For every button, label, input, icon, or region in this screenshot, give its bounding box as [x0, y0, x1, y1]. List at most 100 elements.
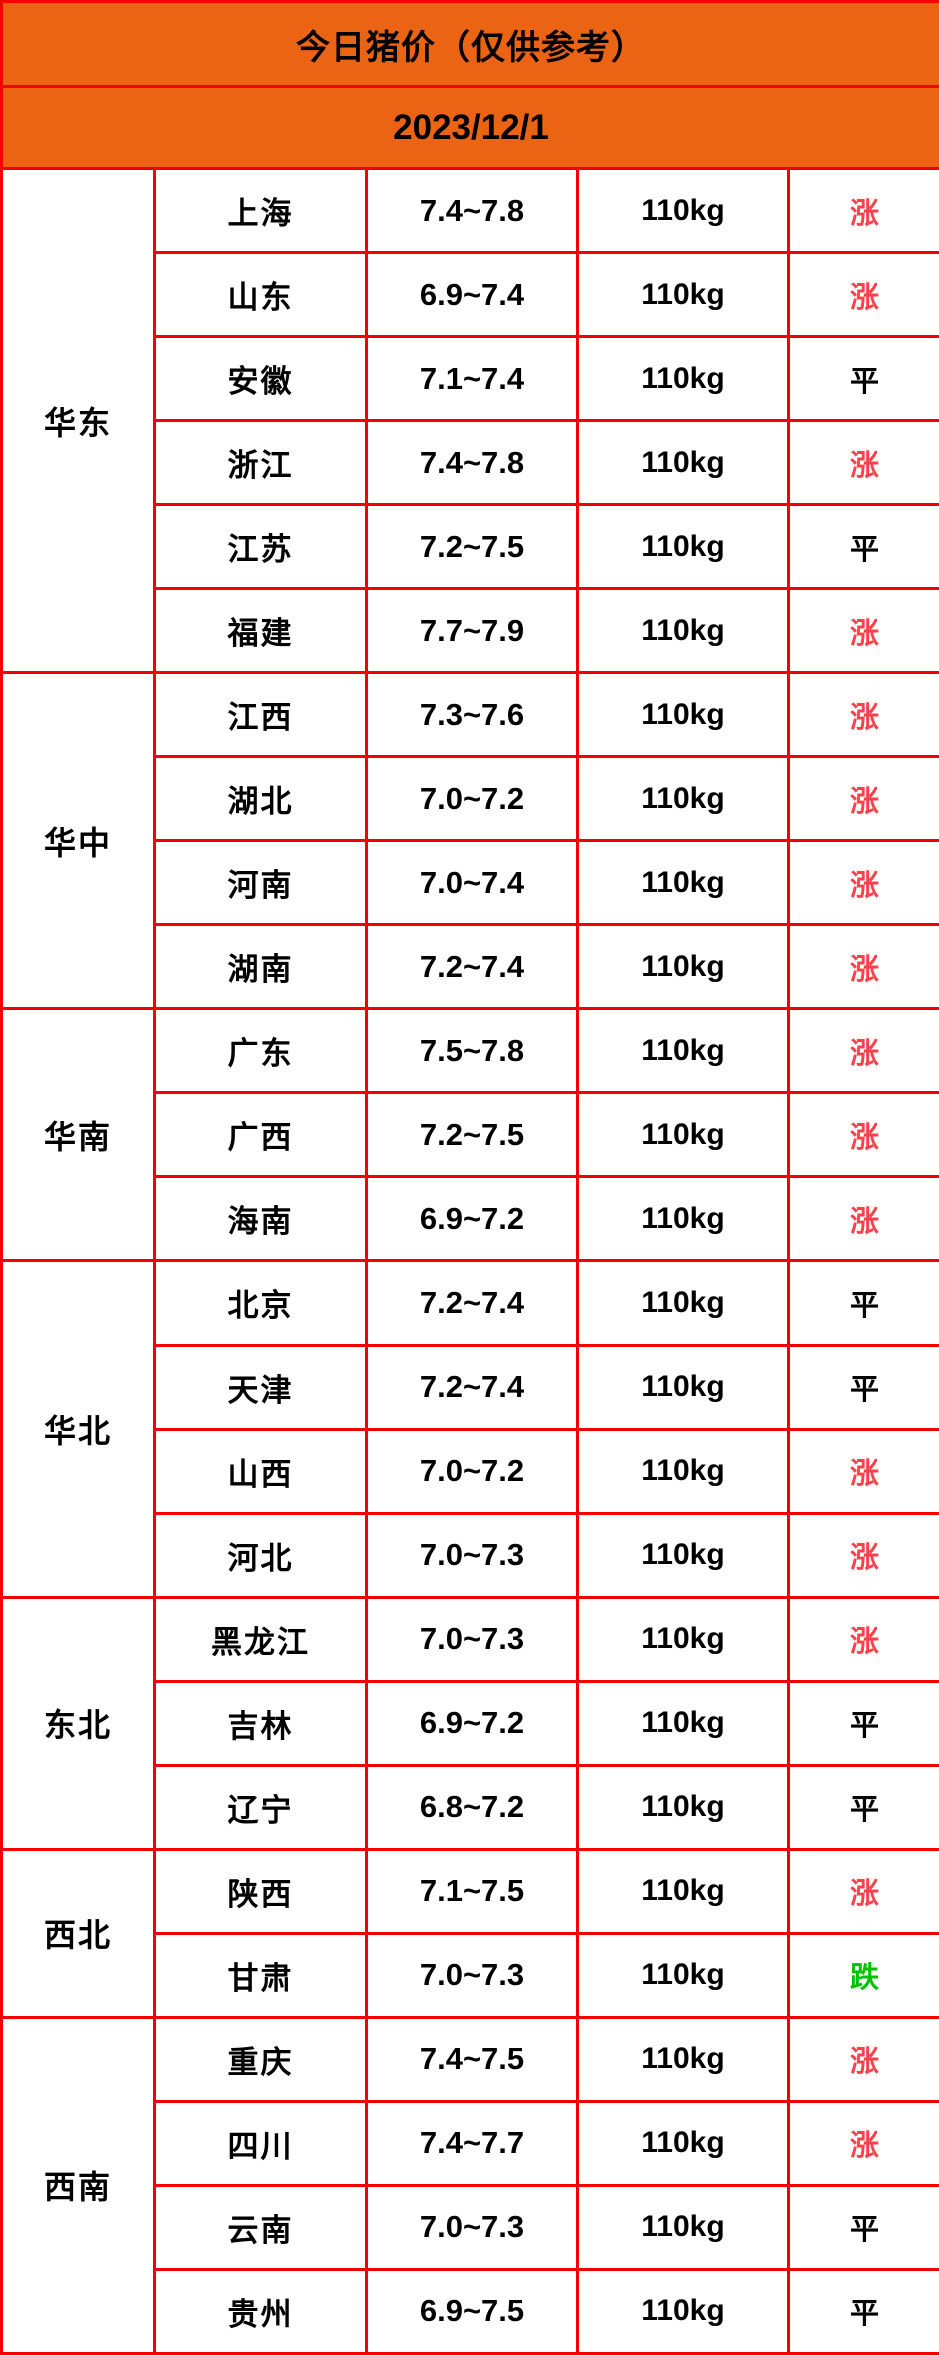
status-cell: 涨: [786, 1175, 939, 1263]
price-cell: 7.2~7.5: [365, 1091, 579, 1179]
status-cell: 平: [786, 1259, 939, 1347]
region-cell: 西北: [0, 1847, 156, 2019]
status-cell: 涨: [786, 1595, 939, 1683]
price-cell: 7.0~7.3: [365, 2183, 579, 2271]
table-row: 甘肃 7.0~7.3 110kg 跌: [2, 1931, 939, 2019]
status-cell: 平: [786, 1679, 939, 1767]
table-row: 天津 7.2~7.4 110kg 平: [2, 1343, 939, 1431]
province-cell: 重庆: [153, 2015, 368, 2103]
weight-cell: 110kg: [576, 755, 790, 843]
status-cell: 平: [786, 2183, 939, 2271]
province-cell: 海南: [153, 1175, 368, 1263]
region-cell: 东北: [0, 1595, 156, 1851]
table-row: 安徽 7.1~7.4 110kg 平: [2, 335, 939, 423]
province-cell: 黑龙江: [153, 1595, 368, 1683]
price-cell: 7.5~7.8: [365, 1007, 579, 1095]
weight-cell: 110kg: [576, 503, 790, 591]
table-row: 山东 6.9~7.4 110kg 涨: [2, 251, 939, 339]
province-cell: 陕西: [153, 1847, 368, 1935]
weight-cell: 110kg: [576, 2183, 790, 2271]
price-cell: 7.4~7.8: [365, 167, 579, 255]
province-cell: 广东: [153, 1007, 368, 1095]
weight-cell: 110kg: [576, 1343, 790, 1431]
table-row: 海南 6.9~7.2 110kg 涨: [2, 1175, 939, 1263]
province-cell: 江苏: [153, 503, 368, 591]
province-cell: 北京: [153, 1259, 368, 1347]
table-row: 华中 江西 7.3~7.6 110kg 涨: [0, 671, 939, 1011]
weight-cell: 110kg: [576, 1007, 790, 1095]
price-cell: 7.2~7.4: [365, 1343, 579, 1431]
status-cell: 平: [786, 1763, 939, 1851]
province-cell: 甘肃: [153, 1931, 368, 2019]
table-row: 云南 7.0~7.3 110kg 平: [2, 2183, 939, 2271]
price-cell: 7.4~7.7: [365, 2099, 579, 2187]
weight-cell: 110kg: [576, 671, 790, 759]
table-row: 辽宁 6.8~7.2 110kg 平: [2, 1763, 939, 1851]
province-cell: 山东: [153, 251, 368, 339]
table-row: 华南 广东 7.5~7.8 110kg 涨: [0, 1007, 939, 1263]
weight-cell: 110kg: [576, 1427, 790, 1515]
status-cell: 涨: [786, 2015, 939, 2103]
weight-cell: 110kg: [576, 1175, 790, 1263]
status-cell: 涨: [786, 1427, 939, 1515]
region-cell: 华北: [0, 1259, 156, 1599]
status-cell: 涨: [786, 923, 939, 1011]
table-row: 华北 北京 7.2~7.4 110kg 平: [0, 1259, 939, 1599]
status-cell: 平: [786, 335, 939, 423]
status-cell: 跌: [786, 1931, 939, 2019]
price-cell: 6.8~7.2: [365, 1763, 579, 1851]
table-row: 东北 黑龙江 7.0~7.3 110kg 涨: [0, 1595, 939, 1851]
weight-cell: 110kg: [576, 167, 790, 255]
table-row: 山西 7.0~7.2 110kg 涨: [2, 1427, 939, 1515]
weight-cell: 110kg: [576, 1091, 790, 1179]
province-cell: 贵州: [153, 2267, 368, 2355]
table-row: 江苏 7.2~7.5 110kg 平: [2, 503, 939, 591]
status-cell: 涨: [786, 839, 939, 927]
price-cell: 7.1~7.5: [365, 1847, 579, 1935]
weight-cell: 110kg: [576, 1511, 790, 1599]
price-cell: 7.2~7.4: [365, 923, 579, 1011]
table-row: 湖北 7.0~7.2 110kg 涨: [2, 755, 939, 843]
price-cell: 7.3~7.6: [365, 671, 579, 759]
weight-cell: 110kg: [576, 2267, 790, 2355]
weight-cell: 110kg: [576, 1931, 790, 2019]
weight-cell: 110kg: [576, 335, 790, 423]
region-cell: 华南: [0, 1007, 156, 1263]
weight-cell: 110kg: [576, 1763, 790, 1851]
table-row: 西南 重庆 7.4~7.5 110kg 涨: [0, 2015, 939, 2355]
weight-cell: 110kg: [576, 2015, 790, 2103]
table-row: 华东 上海 7.4~7.8 110kg 涨: [0, 167, 939, 675]
status-cell: 涨: [786, 419, 939, 507]
status-cell: 平: [786, 2267, 939, 2355]
status-cell: 涨: [786, 1007, 939, 1095]
price-cell: 6.9~7.2: [365, 1175, 579, 1263]
weight-cell: 110kg: [576, 1259, 790, 1347]
status-cell: 涨: [786, 1847, 939, 1935]
status-cell: 涨: [786, 587, 939, 675]
table-row: 贵州 6.9~7.5 110kg 平: [2, 2267, 939, 2355]
price-cell: 7.0~7.2: [365, 1427, 579, 1515]
price-cell: 7.1~7.4: [365, 335, 579, 423]
province-cell: 湖南: [153, 923, 368, 1011]
title-row: 今日猪价（仅供参考）: [0, 0, 939, 89]
price-cell: 7.4~7.8: [365, 419, 579, 507]
table-row: 四川 7.4~7.7 110kg 涨: [2, 2099, 939, 2187]
table-row: 吉林 6.9~7.2 110kg 平: [2, 1679, 939, 1767]
province-cell: 云南: [153, 2183, 368, 2271]
region-cell: 华中: [0, 671, 156, 1011]
status-cell: 平: [786, 503, 939, 591]
price-cell: 7.0~7.4: [365, 839, 579, 927]
province-cell: 上海: [153, 167, 368, 255]
weight-cell: 110kg: [576, 1847, 790, 1935]
province-cell: 吉林: [153, 1679, 368, 1767]
price-cell: 7.0~7.3: [365, 1595, 579, 1683]
weight-cell: 110kg: [576, 2099, 790, 2187]
region-cell: 西南: [0, 2015, 156, 2355]
province-cell: 辽宁: [153, 1763, 368, 1851]
weight-cell: 110kg: [576, 923, 790, 1011]
weight-cell: 110kg: [576, 251, 790, 339]
province-cell: 四川: [153, 2099, 368, 2187]
price-cell: 6.9~7.5: [365, 2267, 579, 2355]
province-cell: 河北: [153, 1511, 368, 1599]
